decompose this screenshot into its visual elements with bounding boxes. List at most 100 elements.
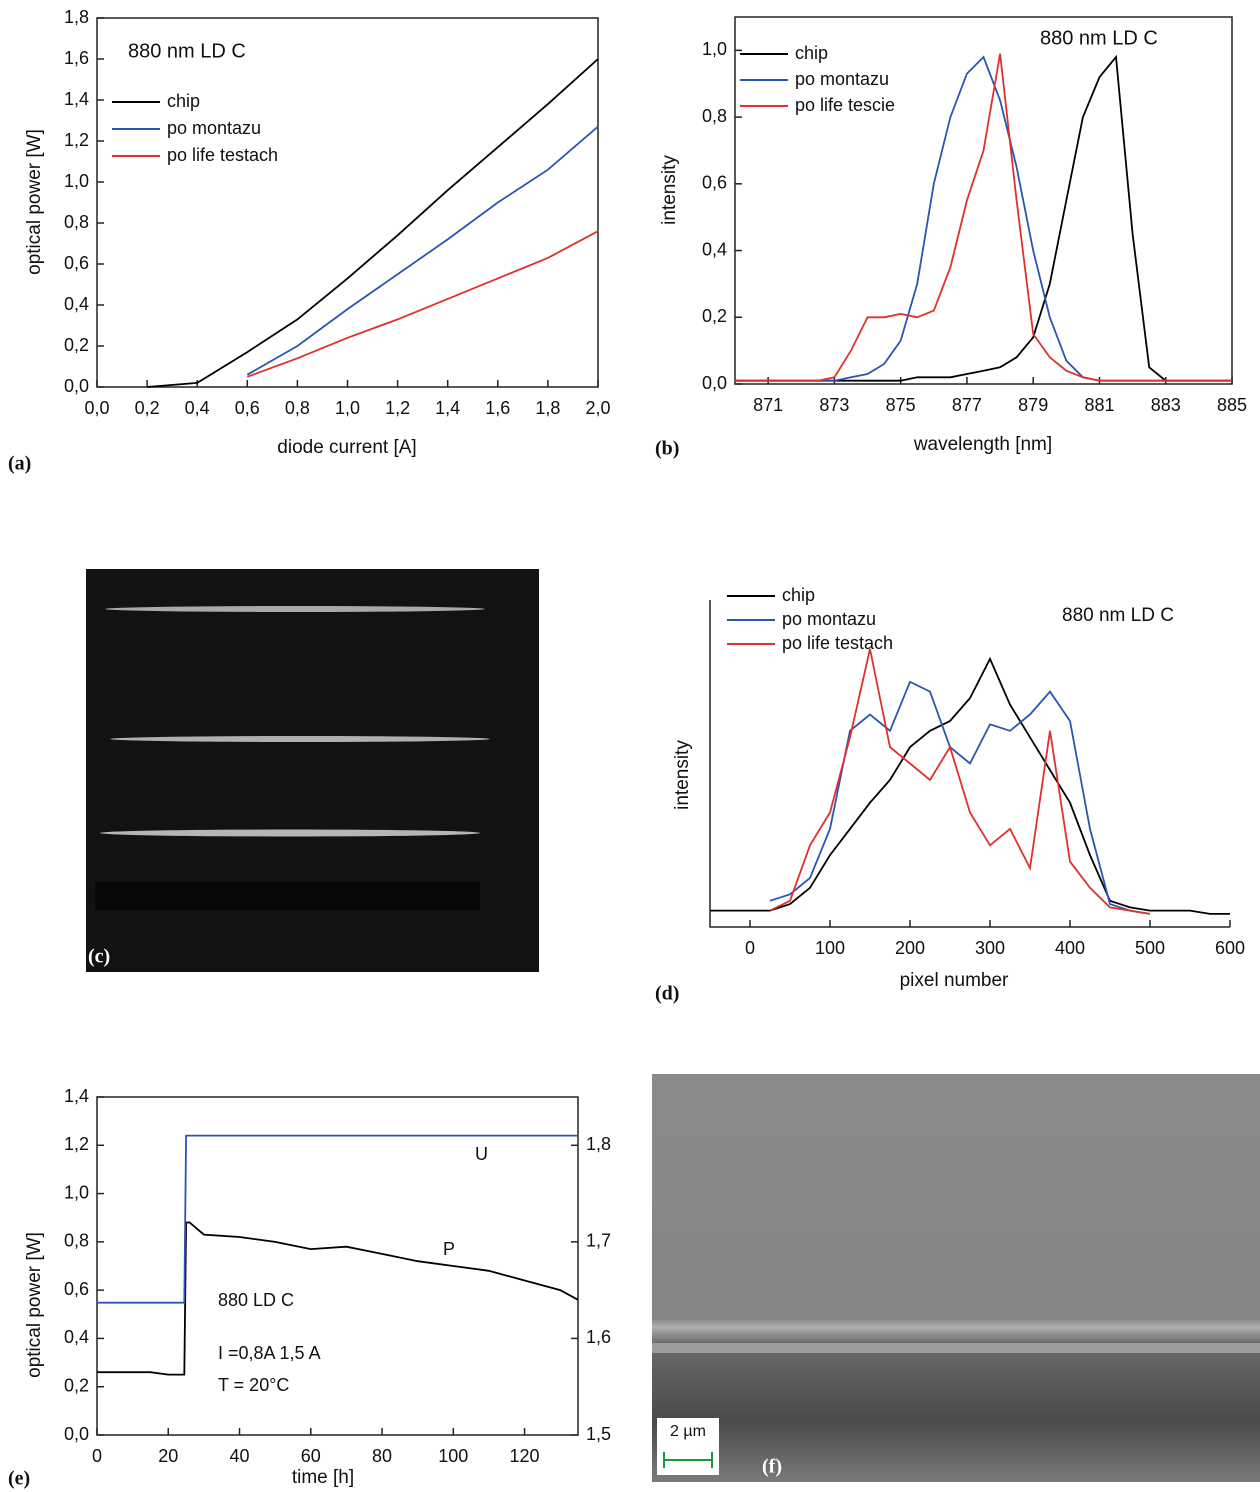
y-tick-label: 0,2 bbox=[64, 1375, 89, 1395]
x-tick-label: 885 bbox=[1217, 395, 1247, 415]
y-tick-label: 1,0 bbox=[64, 171, 89, 191]
series-line bbox=[710, 656, 1230, 915]
series-line bbox=[769, 648, 1151, 915]
y-tick-label: 0,2 bbox=[64, 335, 89, 355]
legend-label: chip bbox=[167, 91, 200, 111]
annotation: 880 nm LD C bbox=[1040, 27, 1158, 49]
legend-label: po montazu bbox=[795, 69, 889, 89]
legend-label: po life testach bbox=[167, 145, 278, 165]
legend-label: po montazu bbox=[782, 609, 876, 629]
annotation: 880 nm LD C bbox=[1062, 605, 1174, 626]
x-axis-label: diode current [A] bbox=[277, 437, 416, 458]
x-tick-label: 200 bbox=[895, 938, 925, 958]
y-tick-label: 1,8 bbox=[64, 7, 89, 27]
y-tick-label: 0,0 bbox=[64, 1424, 89, 1444]
scale-bar-label: 2 µm bbox=[670, 1423, 706, 1440]
scale-bar-box bbox=[657, 1418, 719, 1475]
x-axis-label: wavelength [nm] bbox=[913, 434, 1052, 455]
layer bbox=[652, 1343, 1260, 1353]
x-tick-label: 0 bbox=[745, 938, 755, 958]
x-tick-label: 873 bbox=[819, 395, 849, 415]
y-tick-label: 0,6 bbox=[64, 1279, 89, 1299]
x-tick-label: 80 bbox=[372, 1446, 392, 1466]
x-tick-label: 881 bbox=[1084, 395, 1114, 415]
annotation: T = 20°C bbox=[218, 1375, 289, 1395]
y-tick-label: 0,8 bbox=[64, 1231, 89, 1251]
annotation: P bbox=[443, 1239, 455, 1259]
scale-bar bbox=[663, 1452, 713, 1468]
series-line bbox=[246, 125, 599, 376]
x-tick-label: 1,6 bbox=[485, 398, 510, 418]
photo bbox=[86, 569, 539, 972]
y-axis-label: intensity bbox=[659, 155, 680, 225]
y-tick-label: 0,0 bbox=[64, 376, 89, 396]
panel-label: (d) bbox=[655, 983, 679, 1005]
x-tick-label: 300 bbox=[975, 938, 1005, 958]
x-tick-label: 1,0 bbox=[335, 398, 360, 418]
x-tick-label: 0 bbox=[92, 1446, 102, 1466]
series-line bbox=[735, 53, 1232, 382]
series-line bbox=[147, 58, 599, 388]
y-tick-label: 0,0 bbox=[702, 373, 727, 393]
x-tick-label: 600 bbox=[1215, 938, 1245, 958]
y2-tick-label: 1,8 bbox=[586, 1134, 611, 1154]
legend-label: chip bbox=[795, 43, 828, 63]
y-tick-label: 1,6 bbox=[64, 48, 89, 68]
legend-label: po montazu bbox=[167, 118, 261, 138]
panel-label: (e) bbox=[8, 1468, 30, 1490]
y-tick-label: 0,4 bbox=[64, 1327, 89, 1347]
y-tick-label: 0,8 bbox=[64, 212, 89, 232]
y-tick-label: 1,2 bbox=[64, 1134, 89, 1154]
chart: 871 873 875 877 879 881 883 885 0,0 0,2 0,4 0,6 0,8 1… bbox=[655, 16, 1247, 460]
x-axis-label: time [h] bbox=[292, 1467, 354, 1488]
x-tick-label: 879 bbox=[1018, 395, 1048, 415]
x-tick-label: 883 bbox=[1151, 395, 1181, 415]
x-tick-label: 40 bbox=[230, 1446, 250, 1466]
annotation: U bbox=[475, 1144, 488, 1164]
y-tick-label: 1,2 bbox=[64, 130, 89, 150]
annotation: 880 LD C bbox=[218, 1290, 294, 1310]
chart: 0 20 40 60 80 100 120 0,0 0,2 0,4 0,6 0,8 1,0 1,2 1,4 1… bbox=[8, 1086, 611, 1490]
x-tick-label: 0,6 bbox=[235, 398, 260, 418]
series-line bbox=[769, 680, 1151, 915]
image-f: 2 µm (f) bbox=[652, 1074, 1260, 1482]
x-tick-label: 877 bbox=[952, 395, 982, 415]
x-tick-label: 0,2 bbox=[135, 398, 160, 418]
y-tick-label: 0,2 bbox=[702, 306, 727, 326]
y-tick-label: 1,4 bbox=[64, 89, 89, 109]
y-tick-label: 1,4 bbox=[64, 1086, 89, 1106]
x-tick-label: 871 bbox=[753, 395, 783, 415]
y-axis-label: optical power [W] bbox=[24, 129, 45, 275]
y-tick-label: 0,4 bbox=[702, 239, 727, 259]
legend-label: po life tescie bbox=[795, 95, 895, 115]
panel-label: (f) bbox=[762, 1456, 782, 1478]
photo bbox=[652, 1074, 1260, 1482]
x-tick-label: 100 bbox=[438, 1446, 468, 1466]
panel-label: (a) bbox=[8, 453, 31, 475]
x-tick-label: 0,4 bbox=[185, 398, 210, 418]
y-tick-label: 0,8 bbox=[702, 106, 727, 126]
panel-label: (b) bbox=[655, 438, 679, 460]
plot-frame bbox=[96, 17, 599, 388]
series-line bbox=[97, 1221, 579, 1376]
x-tick-label: 2,0 bbox=[585, 398, 610, 418]
y2-tick-label: 1,7 bbox=[586, 1231, 611, 1251]
x-tick-label: 100 bbox=[815, 938, 845, 958]
stripe bbox=[110, 736, 490, 742]
plot-frame bbox=[734, 16, 1233, 385]
y2-tick-label: 1,5 bbox=[586, 1424, 611, 1444]
x-tick-label: 1,4 bbox=[435, 398, 460, 418]
panel-label: (c) bbox=[88, 946, 110, 968]
image-c: (c) bbox=[86, 569, 539, 972]
y-axis-label: intensity bbox=[672, 740, 693, 810]
x-tick-label: 875 bbox=[886, 395, 916, 415]
x-tick-label: 0,0 bbox=[84, 398, 109, 418]
stripe bbox=[105, 606, 485, 612]
y-tick-label: 0,6 bbox=[64, 253, 89, 273]
chart: 0 100 200 300 400 500 600 chip po montazu po life… bbox=[655, 585, 1245, 1005]
x-tick-label: 400 bbox=[1055, 938, 1085, 958]
x-tick-label: 1,2 bbox=[385, 398, 410, 418]
y-tick-label: 1,0 bbox=[702, 39, 727, 59]
x-tick-label: 1,8 bbox=[535, 398, 560, 418]
